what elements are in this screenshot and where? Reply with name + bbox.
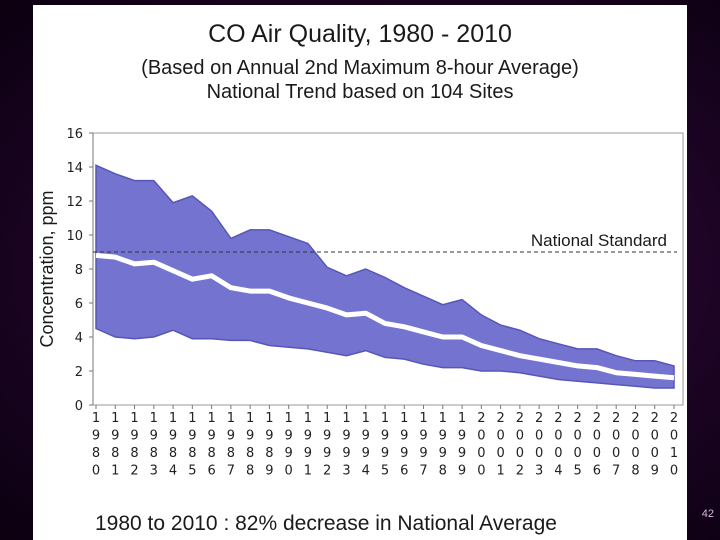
footnote: 1980 to 2010 : 82% decrease in National … (95, 512, 557, 535)
y-tick-label: 8 (75, 263, 83, 278)
y-tick-label: 14 (66, 161, 83, 176)
chart-subtitle-2: National Trend based on 104 Sites (207, 81, 514, 103)
y-tick-label: 6 (75, 297, 83, 312)
slide: CO Air Quality, 1980 - 2010 (Based on An… (33, 5, 687, 540)
y-tick-label: 12 (66, 195, 83, 210)
y-tick-label: 0 (75, 399, 83, 414)
chart-subtitle-1: (Based on Annual 2nd Maximum 8-hour Aver… (141, 57, 579, 79)
y-tick-label: 2 (75, 365, 83, 380)
x-axis-ticks: 1 9 8 0 1 9 8 1 1 9 8 2 1 9 8 3 1 9 8 4 1 9 8 5 1 9 8 6 1 9 8 7 1 9 8 8 1 9 8 9… (92, 405, 678, 479)
co-trend-chart: CO Air Quality, 1980 - 2010 (Based on An… (37, 20, 684, 535)
y-tick-label: 16 (66, 127, 83, 142)
y-tick-label: 4 (75, 331, 83, 346)
concentration-range-band (95, 164, 675, 389)
national-standard-label: National Standard (531, 231, 667, 250)
y-axis-ticks: 0 2 4 6 8 10 12 14 16 (66, 127, 93, 414)
national-average-line (95, 252, 675, 381)
page-number: 42 (701, 508, 714, 520)
y-tick-label: 10 (66, 229, 83, 244)
y-axis-label: Concentration, ppm (37, 190, 57, 347)
chart-title: CO Air Quality, 1980 - 2010 (208, 20, 512, 48)
